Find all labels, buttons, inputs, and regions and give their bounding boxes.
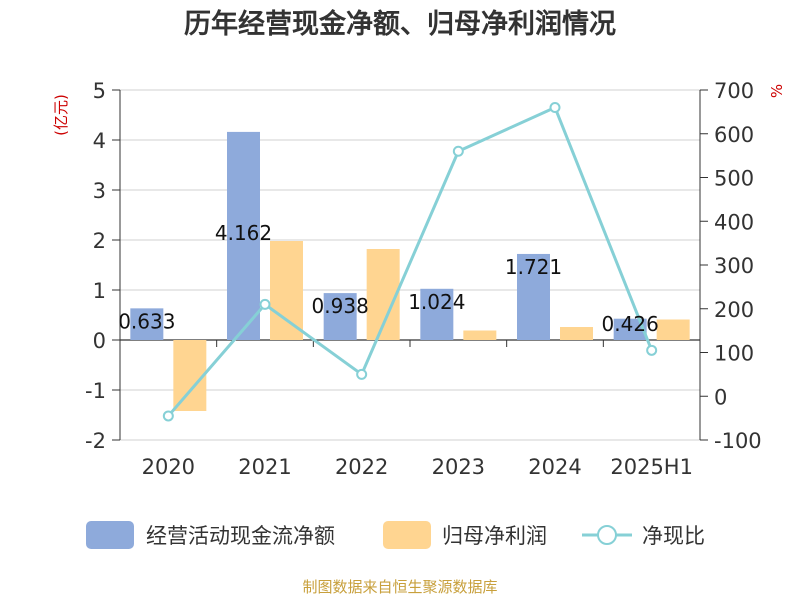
- right-axis-unit: %: [768, 84, 786, 98]
- bars: [130, 131, 690, 411]
- ratio-point: [549, 102, 561, 113]
- cashflow-data-label: 1.024: [408, 290, 465, 314]
- x-axis-tick-label: 2023: [432, 455, 485, 479]
- ratio-point: [259, 298, 271, 310]
- cashflow-data-label: 0.938: [312, 294, 369, 318]
- left-axis-tick-label: 4: [93, 129, 106, 153]
- left-axis-tick-label: 1: [93, 279, 106, 303]
- cashflow-bar: [130, 308, 164, 340]
- legend-label-net-profit: 归母净利润: [442, 524, 547, 548]
- x-axis-tick-label: 2020: [142, 455, 195, 479]
- right-axis-tick-label: 600: [714, 123, 754, 147]
- x-axis-tick-label: 2024: [528, 455, 581, 479]
- legend-swatch-cashflow: [86, 521, 134, 549]
- source-note: 制图数据来自恒生聚源数据库: [302, 578, 497, 596]
- ratio-point: [452, 145, 464, 157]
- axes: -2 -1 0 1 2 3 4 5 -100 0 100 200 300 400 500 600 700 2020…: [85, 79, 762, 479]
- ratio-point: [646, 344, 658, 356]
- cashflow-data-label: 4.162: [215, 221, 272, 245]
- net-profit-bar: [656, 319, 690, 340]
- cashflow-data-label: 1.721: [505, 255, 562, 279]
- ratio-line: [162, 102, 658, 422]
- legend-swatch-ratio-marker: [597, 525, 617, 545]
- cashflow-bar: [517, 253, 550, 340]
- net-profit-bar: [463, 330, 497, 340]
- ratio-point: [162, 410, 174, 422]
- legend-swatch-net-profit: [383, 521, 431, 549]
- ratio-line-path: [167, 105, 654, 417]
- ratio-point: [356, 368, 368, 380]
- right-axis-tick-label: 300: [714, 254, 754, 278]
- x-axis-tick-label: 2022: [335, 455, 388, 479]
- cashflow-data-label: 0.426: [602, 312, 659, 336]
- x-axis-tick-label: 2025H1: [610, 455, 693, 479]
- net-profit-bar: [173, 340, 207, 411]
- right-axis-tick-label: 200: [714, 298, 754, 322]
- right-axis-tick-label: 700: [714, 79, 754, 103]
- legend-label-ratio: 净现比: [642, 524, 705, 548]
- cashflow-bar: [323, 293, 357, 340]
- chart-title: 历年经营现金净额、归母净利润情况: [184, 8, 616, 40]
- left-axis-tick-label: 0: [93, 329, 106, 353]
- right-axis-tick-label: 0: [714, 385, 727, 409]
- right-axis-tick-label: 400: [714, 210, 754, 234]
- left-axis-tick-label: 5: [93, 79, 106, 103]
- right-axis-tick-label: -100: [714, 429, 762, 453]
- net-profit-bar: [270, 241, 303, 340]
- right-axis-tick-label: 100: [714, 342, 754, 366]
- left-axis-tick-label: -2: [85, 429, 106, 453]
- left-axis-tick-label: 2: [93, 229, 106, 253]
- cashflow-data-label: 0.633: [118, 309, 175, 333]
- cashflow-bar: [227, 131, 260, 340]
- net-profit-bar: [560, 327, 593, 340]
- left-axis-tick-label: -1: [85, 379, 106, 403]
- cashflow-bar: [420, 288, 454, 340]
- left-axis-unit: (亿元): [52, 94, 70, 136]
- legend-label-cashflow: 经营活动现金流净额: [146, 524, 335, 548]
- right-axis-tick-label: 500: [714, 167, 754, 191]
- x-axis-tick-label: 2021: [238, 455, 291, 479]
- legend: 经营活动现金流净额 归母净利润 净现比: [86, 521, 705, 549]
- left-axis-tick-label: 3: [93, 179, 106, 203]
- data-labels: 0.633 4.162 0.938 1.024 1.721 0.426: [118, 221, 659, 336]
- cashflow-bar: [613, 318, 647, 340]
